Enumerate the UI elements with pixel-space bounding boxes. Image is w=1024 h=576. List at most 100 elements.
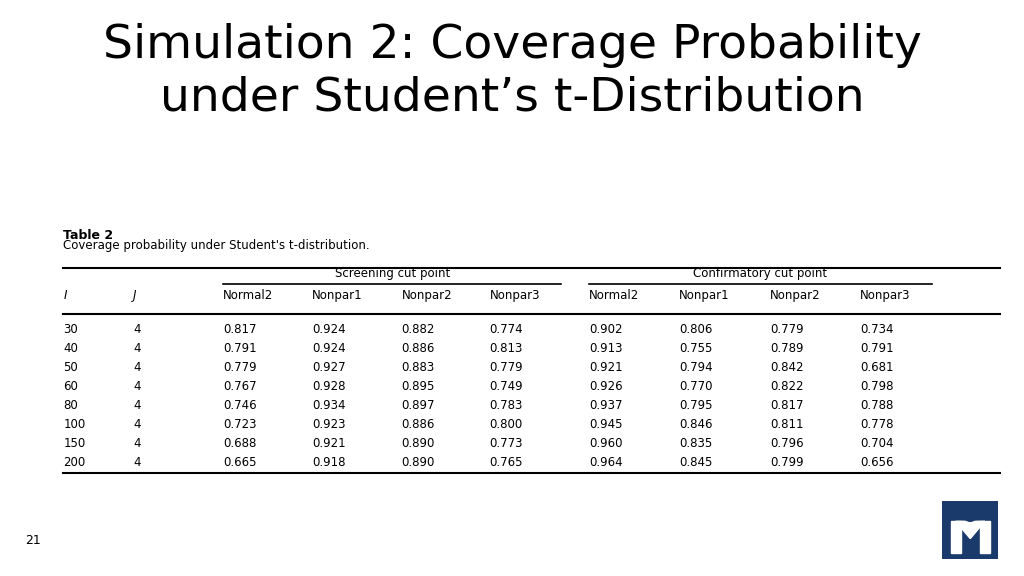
Text: 0.886: 0.886 [401,418,435,431]
Text: 40: 40 [63,342,79,355]
Text: 0.791: 0.791 [860,342,894,355]
Text: 0.795: 0.795 [679,399,713,412]
Text: 0.927: 0.927 [312,361,346,374]
Text: 4: 4 [133,456,140,469]
Text: 0.924: 0.924 [312,342,346,355]
Text: 4: 4 [133,342,140,355]
Text: 0.902: 0.902 [589,323,623,336]
Text: 0.883: 0.883 [401,361,434,374]
Text: 0.890: 0.890 [401,437,435,450]
Text: 0.960: 0.960 [589,437,623,450]
Text: Nonpar1: Nonpar1 [312,289,362,302]
Text: 0.800: 0.800 [489,418,522,431]
Text: 0.924: 0.924 [312,323,346,336]
Text: 0.923: 0.923 [312,418,346,431]
Text: 4: 4 [133,437,140,450]
Text: 0.794: 0.794 [679,361,713,374]
Text: Confirmatory cut point: Confirmatory cut point [693,267,827,280]
Text: 80: 80 [63,399,78,412]
Text: 0.773: 0.773 [489,437,523,450]
Text: Nonpar3: Nonpar3 [860,289,910,302]
Text: 0.845: 0.845 [679,456,713,469]
Text: I: I [63,289,67,302]
Text: 0.835: 0.835 [679,437,712,450]
Text: 0.779: 0.779 [223,361,257,374]
Text: 21: 21 [26,534,41,547]
Text: 0.934: 0.934 [312,399,346,412]
Text: 0.918: 0.918 [312,456,346,469]
Text: 0.767: 0.767 [223,380,257,393]
Text: 200: 200 [63,456,86,469]
Text: 0.774: 0.774 [489,323,523,336]
Text: 0.681: 0.681 [860,361,894,374]
Text: 60: 60 [63,380,79,393]
Text: 0.813: 0.813 [489,342,523,355]
Text: 0.937: 0.937 [589,399,623,412]
Text: Coverage probability under Student's t-distribution.: Coverage probability under Student's t-d… [63,239,370,252]
Text: 0.704: 0.704 [860,437,894,450]
Text: 0.791: 0.791 [223,342,257,355]
Text: 0.665: 0.665 [223,456,257,469]
Text: 0.817: 0.817 [770,399,804,412]
FancyBboxPatch shape [940,499,1000,560]
Text: 0.806: 0.806 [679,323,713,336]
Text: Normal2: Normal2 [589,289,639,302]
Text: J: J [133,289,136,302]
Text: 0.656: 0.656 [860,456,894,469]
Text: Normal2: Normal2 [223,289,273,302]
Text: 0.798: 0.798 [860,380,894,393]
Text: Nonpar1: Nonpar1 [679,289,729,302]
Bar [950,521,961,553]
Text: 4: 4 [133,323,140,336]
Text: Nonpar2: Nonpar2 [770,289,820,302]
Text: 4: 4 [133,380,140,393]
Text: 0.890: 0.890 [401,456,435,469]
Text: 0.945: 0.945 [589,418,623,431]
Text: Simulation 2: Coverage Probability
under Student’s t-Distribution: Simulation 2: Coverage Probability under… [102,23,922,120]
Text: 0.882: 0.882 [401,323,435,336]
Text: 0.886: 0.886 [401,342,435,355]
Text: Nonpar3: Nonpar3 [489,289,540,302]
Text: 30: 30 [63,323,78,336]
Polygon shape [955,521,985,539]
Text: 0.783: 0.783 [489,399,523,412]
Text: 0.688: 0.688 [223,437,257,450]
Text: 50: 50 [63,361,78,374]
Text: 0.895: 0.895 [401,380,435,393]
Text: 0.749: 0.749 [489,380,523,393]
Text: 0.770: 0.770 [679,380,713,393]
Text: 0.842: 0.842 [770,361,804,374]
Text: 0.746: 0.746 [223,399,257,412]
Text: 0.779: 0.779 [489,361,523,374]
Text: 150: 150 [63,437,86,450]
Text: 0.921: 0.921 [589,361,623,374]
Text: 0.817: 0.817 [223,323,257,336]
Text: Nonpar2: Nonpar2 [401,289,452,302]
Text: 0.811: 0.811 [770,418,804,431]
Text: 100: 100 [63,418,86,431]
Text: 0.926: 0.926 [589,380,623,393]
Text: 0.964: 0.964 [589,456,623,469]
Text: 0.822: 0.822 [770,380,804,393]
Text: 0.778: 0.778 [860,418,894,431]
Text: 0.788: 0.788 [860,399,894,412]
Text: 0.789: 0.789 [770,342,804,355]
Text: 0.913: 0.913 [589,342,623,355]
Text: 0.921: 0.921 [312,437,346,450]
Text: 0.755: 0.755 [679,342,713,355]
Bar [980,521,990,553]
Text: 0.846: 0.846 [679,418,713,431]
Text: Screening cut point: Screening cut point [335,267,450,280]
Text: 0.734: 0.734 [860,323,894,336]
Text: Table 2: Table 2 [63,229,114,242]
Text: 4: 4 [133,418,140,431]
Text: 4: 4 [133,399,140,412]
Text: 0.723: 0.723 [223,418,257,431]
Text: 0.799: 0.799 [770,456,804,469]
Text: 4: 4 [133,361,140,374]
Text: 0.897: 0.897 [401,399,435,412]
Text: 0.765: 0.765 [489,456,523,469]
Text: 0.779: 0.779 [770,323,804,336]
Circle shape [963,506,978,521]
Text: 0.796: 0.796 [770,437,804,450]
